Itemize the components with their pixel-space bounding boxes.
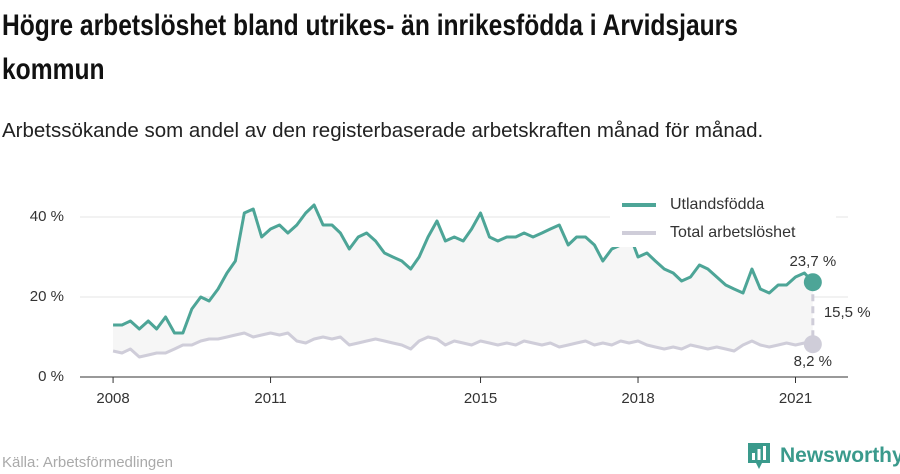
series-line [112,331,814,359]
chart-title: Högre arbetslöshet bland utrikes- än inr… [2,9,738,86]
series-line [113,203,814,335]
x-tick-label: 2011 [254,390,286,407]
legend-label: Utlandsfödda [670,196,764,213]
y-tick-label: 0 % [38,368,64,385]
logo: Newsworthy [746,441,900,471]
chart-subtitle: Arbetssökande som andel av den registerb… [2,119,764,142]
value-label: 23,7 % [789,253,836,270]
logo-icon [748,443,770,469]
legend-box [610,191,836,247]
y-tick-label: 20 % [30,288,64,305]
source: Källa: Arbetsförmedlingen [2,454,173,471]
x-tick-label: 2015 [464,390,497,407]
gap-area [113,205,813,357]
x-tick-label: 2021 [779,390,812,407]
legend-label: Total arbetslöshet [670,224,796,241]
end-point [803,273,822,292]
value-label: 8,2 % [794,353,832,370]
x-tick-label: 2008 [96,390,129,407]
brand: Newsworthy [780,444,900,467]
gap-label: 15,5 % [824,304,871,321]
chart: 0 % 20 % 40 % 2008 2011 2015 2018 2021 15,5 % 23,… [29,191,871,407]
y-tick-label: 40 % [30,208,64,225]
end-point [803,335,822,354]
x-tick-label: 2018 [621,390,654,407]
